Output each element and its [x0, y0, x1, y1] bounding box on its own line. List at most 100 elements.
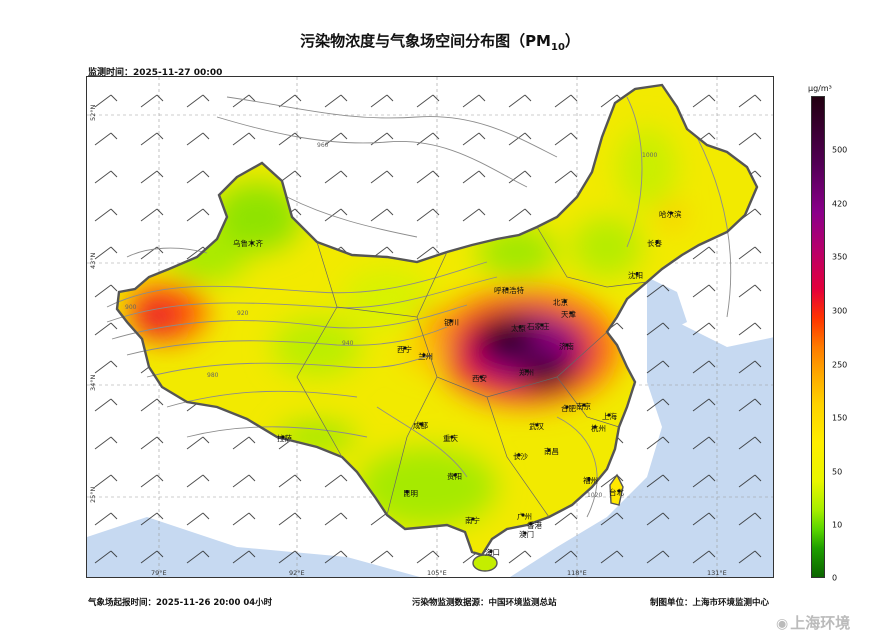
svg-text:南昌: 南昌 — [544, 446, 559, 456]
watermark: ◉ 上海环境 — [776, 614, 851, 632]
producer: 制图单位：上海市环境监测中心 — [650, 598, 770, 608]
svg-text:太原: 太原 — [511, 323, 526, 333]
lon-label: 79°E — [151, 569, 167, 577]
svg-text:哈尔滨: 哈尔滨 — [659, 209, 682, 219]
isobar-contours — [106, 96, 732, 518]
contour-label: 980 — [207, 372, 219, 379]
city-fuzhou: 福州 — [583, 476, 598, 485]
svg-text:天津: 天津 — [561, 310, 576, 319]
lat-label: 34°N — [89, 374, 97, 391]
city-hefei: 合肥 — [561, 403, 576, 413]
lat-label: 52°N — [89, 104, 97, 121]
contour-label: 1000 — [642, 152, 657, 159]
longitude-labels: 79°E 92°E 105°E 118°E 131°E — [151, 569, 727, 577]
colorbar-tick: 250 — [832, 360, 848, 370]
city-nanjing: 南京 — [576, 401, 591, 411]
colorbar-tick: 10 — [832, 520, 843, 530]
lon-label: 118°E — [567, 569, 587, 577]
city-nanning: 南宁 — [465, 515, 480, 525]
svg-text:沈阳: 沈阳 — [628, 270, 643, 280]
contour-label: 940 — [342, 340, 354, 347]
forecast-time: 气象场起报时间：2025-11-26 20:00 04小时 — [88, 598, 273, 608]
contour-label: 920 — [237, 310, 249, 317]
city-kunming: 昆明 — [403, 489, 418, 498]
city-jinan: 济南 — [559, 341, 574, 351]
svg-text:北京: 北京 — [553, 297, 568, 307]
lon-label: 92°E — [289, 569, 305, 577]
svg-text:郑州: 郑州 — [519, 367, 534, 377]
lon-label: 105°E — [427, 569, 447, 577]
lat-label: 43°N — [89, 252, 97, 269]
city-beijing: 北京 — [553, 297, 568, 307]
contour-label: 1020 — [587, 492, 602, 499]
colorbar-tick: 500 — [832, 145, 848, 155]
city-shenyang: 沈阳 — [628, 270, 643, 280]
colorbar-unit: μg/m³ — [808, 84, 832, 93]
svg-text:西宁: 西宁 — [397, 344, 412, 354]
lon-label: 131°E — [707, 569, 727, 577]
svg-text:西安: 西安 — [472, 373, 487, 383]
svg-text:上海: 上海 — [602, 411, 617, 421]
latitude-labels: 52°N 43°N 34°N 25°N — [89, 104, 97, 503]
city-chengdu: 成都 — [413, 420, 428, 430]
city-hangzhou: 杭州 — [591, 423, 606, 433]
city-guiyang: 贵阳 — [447, 471, 462, 481]
svg-text:济南: 济南 — [559, 341, 574, 351]
svg-text:台北: 台北 — [609, 487, 624, 497]
city-haikou: 海口 — [485, 547, 500, 557]
contour-label: 900 — [125, 304, 137, 311]
city-zhengzhou: 郑州 — [519, 367, 534, 377]
svg-text:呼和浩特: 呼和浩特 — [494, 285, 524, 295]
chart-title: 污染物浓度与气象场空间分布图（PM10） — [300, 32, 580, 53]
svg-text:石家庄: 石家庄 — [527, 321, 550, 331]
svg-text:银川: 银川 — [444, 318, 459, 327]
city-chongqing: 重庆 — [443, 433, 458, 443]
city-xian: 西安 — [472, 373, 487, 383]
hainan-island — [472, 554, 498, 572]
colorbar — [811, 96, 825, 578]
city-macau: 澳门 — [519, 529, 534, 539]
city-nanchang: 南昌 — [544, 446, 559, 456]
svg-text:贵阳: 贵阳 — [447, 471, 462, 481]
colorbar-tick: 350 — [832, 252, 848, 262]
city-changsha: 长沙 — [513, 451, 528, 461]
svg-text:成都: 成都 — [413, 420, 428, 430]
svg-text:南京: 南京 — [576, 401, 591, 411]
city-lanzhou: 兰州 — [418, 351, 433, 361]
city-tianjin: 天津 — [561, 310, 576, 319]
svg-text:乌鲁木齐: 乌鲁木齐 — [233, 238, 263, 248]
svg-text:兰州: 兰州 — [418, 351, 433, 361]
contour-labels: 900 920 940 960 980 1000 1020 — [125, 142, 657, 499]
pollution-map: 900 920 940 960 980 1000 1020 乌鲁木齐 哈尔滨 长… — [87, 77, 773, 577]
city-taiyuan: 太原 — [511, 323, 526, 333]
city-guangzhou: 广州 — [517, 511, 532, 521]
china-border — [115, 83, 759, 557]
svg-text:昆明: 昆明 — [403, 489, 418, 498]
svg-text:广州: 广州 — [517, 511, 532, 521]
svg-text:福州: 福州 — [583, 476, 598, 485]
city-xining: 西宁 — [397, 344, 412, 354]
city-wuhan: 武汉 — [529, 421, 544, 431]
svg-text:重庆: 重庆 — [443, 433, 458, 443]
contour-label: 960 — [317, 142, 329, 149]
colorbar-tick: 300 — [832, 306, 848, 316]
city-shijiazhuang: 石家庄 — [527, 321, 550, 331]
monitor-time: 监测时间：2025-11-27 00:00 — [88, 68, 223, 78]
city-yinchuan: 银川 — [444, 318, 459, 327]
svg-text:澳门: 澳门 — [519, 529, 534, 539]
svg-text:杭州: 杭州 — [591, 423, 606, 433]
colorbar-tick: 50 — [832, 467, 843, 477]
weibo-icon: ◉ — [776, 616, 789, 632]
city-markers: 乌鲁木齐 哈尔滨 长春 沈阳 呼和浩特 北京 天津 石家庄 太原 银川 西宁 兰… — [233, 209, 682, 557]
provincial-borders — [296, 226, 648, 518]
svg-text:武汉: 武汉 — [529, 421, 544, 431]
city-hohhot: 呼和浩特 — [494, 285, 524, 295]
map-panel: 900 920 940 960 980 1000 1020 乌鲁木齐 哈尔滨 长… — [86, 76, 774, 578]
svg-text:南宁: 南宁 — [465, 515, 480, 525]
colorbar-tick: 420 — [832, 199, 848, 209]
colorbar-tick: 150 — [832, 413, 848, 423]
city-changchun: 长春 — [647, 238, 662, 248]
svg-text:海口: 海口 — [485, 547, 500, 557]
colorbar-tick: 0 — [832, 573, 838, 583]
svg-text:香港: 香港 — [527, 520, 542, 530]
